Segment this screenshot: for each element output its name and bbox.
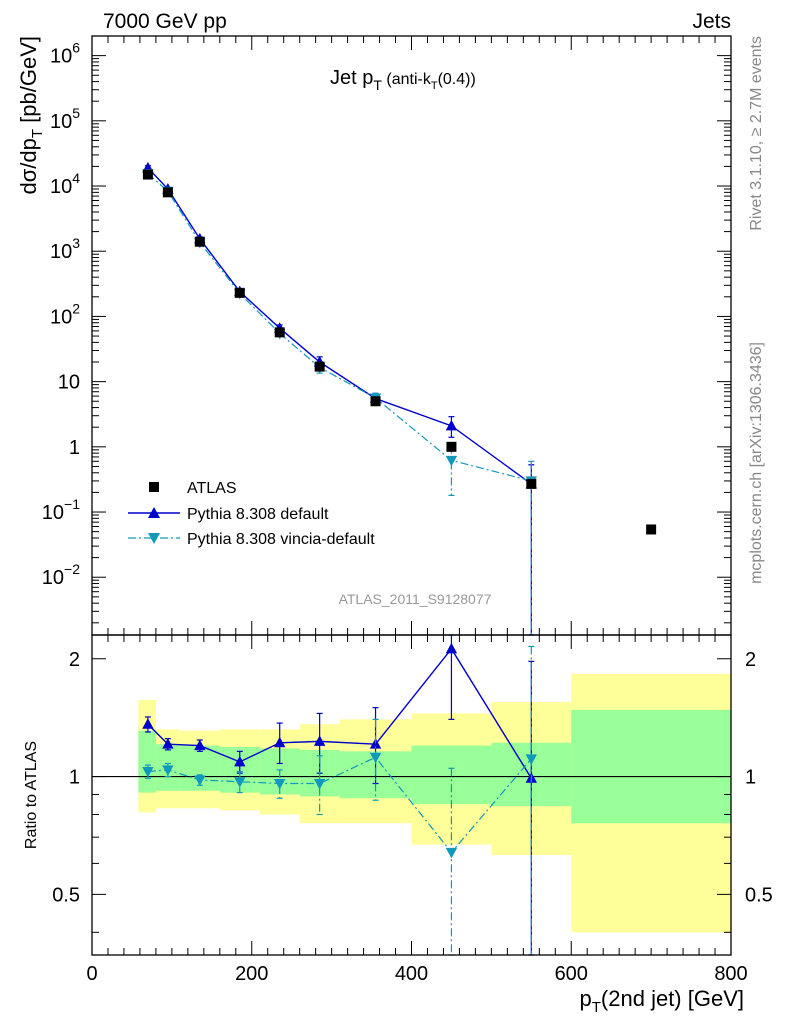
- mcplots-label: mcplots.cern.ch [arXiv:1306.3436]: [748, 342, 765, 584]
- main-ytick-label: 10−1: [42, 496, 80, 524]
- legend: ATLAS Pythia 8.308 default Pythia 8.308 …: [128, 480, 375, 548]
- ratio-ticks: [91, 635, 732, 955]
- ratio-data-point: [445, 847, 458, 859]
- legend-marker-default: [148, 507, 160, 518]
- legend-label-default: Pythia 8.308 default: [187, 506, 329, 523]
- ratio-data-point: [162, 738, 174, 749]
- main-series-layer: [142, 161, 657, 636]
- ratio-data-point: [162, 765, 174, 776]
- ratio-frame: [91, 634, 732, 956]
- ratio-data-point: [369, 738, 382, 749]
- main-ticks: [91, 35, 732, 635]
- ratio-ytick-label-right: 1: [745, 767, 756, 789]
- ratio-panel: 0.5 0.51 12 2 0 200 400 600 800 Ratio to ATLAS …: [23, 634, 773, 1016]
- ratio-data-point: [274, 736, 286, 748]
- ratio-ytick-labels: 0.5 0.5 1 1 2 2: [52, 649, 773, 907]
- xtick-label: 200: [235, 963, 268, 985]
- main-data-point: [162, 187, 173, 198]
- ratio-ytick-label-left: 0.5: [52, 884, 80, 906]
- legend-marker-vincia: [148, 533, 160, 544]
- ratio-data-point: [525, 754, 538, 765]
- main-data-point: [445, 419, 458, 431]
- main-ytick-label: 106: [50, 40, 80, 68]
- ratio-data-point: [234, 777, 246, 788]
- header-left: 7000 GeV pp: [103, 10, 227, 33]
- ratio-ytick-label-right: 0.5: [745, 884, 773, 906]
- xtick-label: 600: [555, 963, 588, 985]
- ratio-data-point: [142, 767, 154, 778]
- main-data-point: [446, 441, 457, 452]
- main-ytick-label: 1: [69, 437, 80, 459]
- main-data-point: [370, 396, 381, 407]
- xtick-label: 800: [714, 963, 747, 985]
- ratio-data-point: [194, 775, 206, 786]
- ratio-data-point: [445, 642, 458, 654]
- main-data-point: [314, 361, 325, 372]
- main-data-point: [526, 478, 537, 489]
- ratio-ytick-label-left: 1: [69, 767, 80, 789]
- main-series-line-2: [147, 173, 532, 482]
- ratio-band-green: [138, 730, 156, 793]
- ratio-band-green: [571, 709, 731, 824]
- main-data-point: [445, 455, 458, 467]
- main-ytick-label: 103: [50, 235, 80, 263]
- main-ytick-label: 104: [50, 170, 80, 198]
- xtick-label: 0: [86, 963, 97, 985]
- main-series-1: [142, 161, 538, 636]
- legend-label-atlas: ATLAS: [187, 480, 237, 497]
- ratio-y-axis-label: Ratio to ATLAS: [23, 741, 40, 849]
- x-axis-label: pT(2nd jet) [GeV]: [580, 986, 745, 1016]
- ratio-data-point: [274, 779, 286, 790]
- main-data-point: [234, 287, 245, 298]
- x-tick-labels: 0 200 400 600 800: [86, 963, 747, 985]
- ratio-data-point: [234, 755, 246, 767]
- ratio-ytick-label-left: 2: [69, 649, 80, 671]
- main-ytick-label: 10−2: [42, 561, 80, 589]
- ratio-data-point: [194, 739, 206, 751]
- rivet-label: Rivet 3.1.10, ≥ 2.7M events: [748, 36, 765, 231]
- main-ytick-label: 102: [50, 300, 80, 328]
- ratio-data-point: [313, 779, 326, 790]
- main-series-line-1: [147, 167, 532, 485]
- analysis-watermark: ATLAS_2011_S9128077: [339, 591, 492, 607]
- header-right: Jets: [692, 10, 731, 33]
- chart-title: Jet pT (anti-kT(0.4)): [330, 67, 476, 93]
- main-data-point: [142, 169, 153, 180]
- ratio-data-point: [142, 718, 154, 729]
- main-y-axis-label: dσ/dpT [pb/GeV]: [16, 36, 46, 195]
- main-ytick-label: 105: [50, 105, 80, 133]
- legend-label-vincia: Pythia 8.308 vincia-default: [187, 531, 375, 548]
- main-series-0: [142, 169, 657, 535]
- ratio-data-point: [369, 752, 382, 764]
- main-data-point: [274, 327, 285, 338]
- ratio-ytick-label-right: 2: [745, 649, 756, 671]
- legend-marker-atlas: [149, 482, 159, 492]
- main-data-point: [194, 236, 205, 247]
- ratio-series-layer: [142, 634, 538, 956]
- xtick-label: 400: [395, 963, 428, 985]
- main-ytick-label: 10: [58, 372, 80, 394]
- ratio-data-point: [313, 735, 326, 746]
- ratio-series-1: [142, 645, 538, 956]
- main-data-point: [646, 524, 657, 535]
- ratio-bands-layer: [138, 673, 731, 933]
